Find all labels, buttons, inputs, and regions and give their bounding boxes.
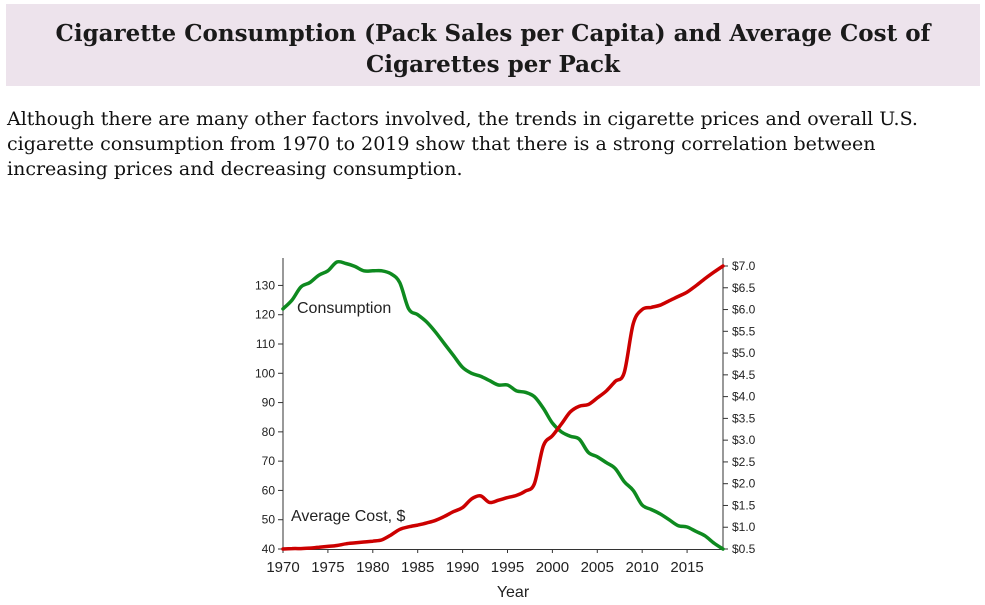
right-tick-label: $2.5: [732, 455, 756, 469]
page-title: Cigarette Consumption (Pack Sales per Ca…: [55, 20, 931, 78]
left-tick-label: 40: [262, 542, 276, 556]
average-cost-annotation: Average Cost, $: [291, 508, 406, 525]
right-tick-label: $0.5: [732, 542, 756, 556]
right-tick-label: $3.5: [732, 411, 756, 425]
chart-labels: Year Consumption Average Cost, $: [291, 300, 530, 601]
x-tick-label: 2000: [536, 559, 569, 576]
left-tick-label: 50: [262, 513, 276, 527]
axes-group: 40 50 60 70 80 90 100 110 120 130 $0.5 $1.0 $1.5 $2.0…: [255, 258, 756, 576]
consumption-line: [281, 259, 725, 551]
x-tick-label: 1990: [446, 559, 479, 576]
left-tick-label: 60: [262, 483, 276, 497]
x-tick-label: 1975: [311, 559, 344, 576]
left-tick-label: 110: [256, 337, 275, 351]
right-tick-label: $3.0: [732, 433, 756, 447]
x-axis-title: Year: [497, 584, 530, 601]
left-tick-label: 130: [255, 278, 275, 292]
right-tick-label: $2.0: [732, 477, 756, 491]
right-tick-label: $1.5: [732, 498, 756, 512]
left-tick-label: 90: [262, 396, 276, 410]
left-tick-label: 100: [255, 366, 275, 380]
left-tick-label: 80: [262, 425, 276, 439]
consumption-annotation: Consumption: [297, 300, 391, 317]
x-tick-label: 2005: [581, 559, 614, 576]
right-tick-label: $7.0: [732, 259, 756, 273]
right-tick-label: $5.0: [732, 346, 756, 360]
x-tick-label: 1970: [266, 559, 299, 576]
right-tick-label: $4.0: [732, 390, 756, 404]
series-lines: [281, 259, 725, 551]
right-tick-label: $4.5: [732, 368, 756, 382]
right-tick-label: $1.0: [732, 520, 756, 534]
x-tick-label: 1995: [491, 559, 524, 576]
x-tick-label: 2015: [670, 559, 703, 576]
x-tick-label: 1980: [356, 559, 389, 576]
intro-paragraph: Although there are many other factors in…: [7, 108, 918, 180]
right-tick-label: $6.5: [732, 281, 756, 295]
average-cost-line: [281, 264, 725, 551]
left-tick-label: 70: [262, 454, 276, 468]
x-tick-label: 1985: [401, 559, 434, 576]
right-tick-label: $5.5: [732, 324, 756, 338]
right-tick-label: $6.0: [732, 303, 756, 317]
title-banner: Cigarette Consumption (Pack Sales per Ca…: [6, 4, 980, 86]
x-tick-label: 2010: [625, 559, 658, 576]
left-tick-label: 120: [255, 308, 275, 322]
